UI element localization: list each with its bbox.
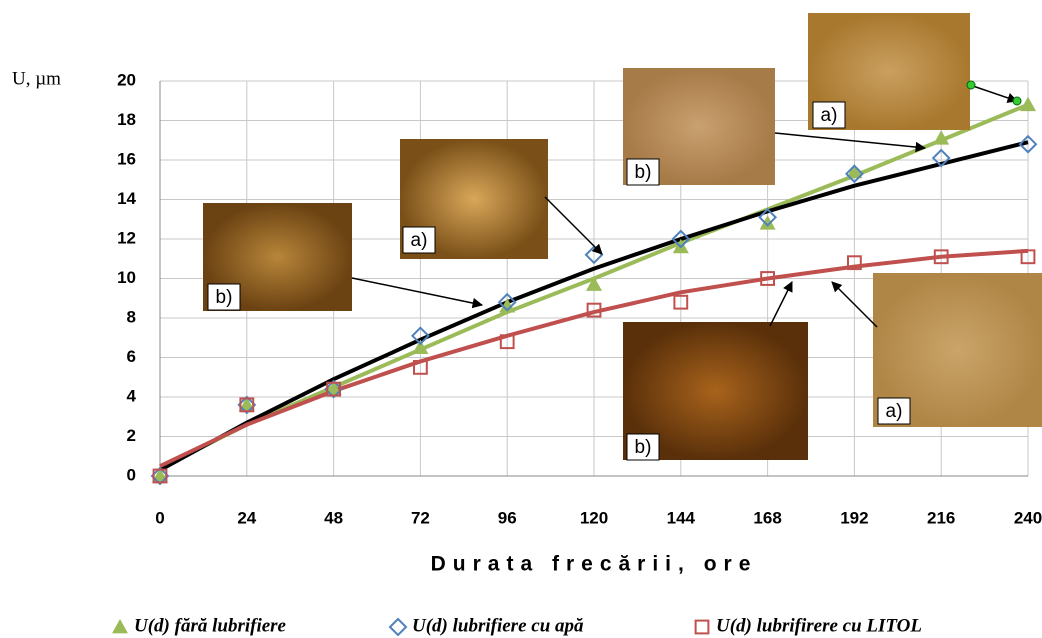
x-tick-label: 48 — [324, 508, 343, 527]
legend-label: U(d) lubrifiere cu apă — [412, 615, 584, 636]
x-tick-label: 168 — [753, 508, 781, 527]
chart: b)a)b)a)b)a) U, µm Durata frecării, ore … — [0, 0, 1042, 638]
y-tick-label: 10 — [117, 268, 136, 287]
y-tick-label: 14 — [117, 189, 136, 208]
legend-label: U(d) lubrifirere cu LITOL — [716, 615, 922, 636]
y-tick-label: 4 — [127, 386, 137, 405]
marker-diamond — [390, 619, 406, 635]
y-axis-label: U, µm — [12, 68, 61, 89]
x-tick-label: 0 — [155, 508, 164, 527]
y-tick-label: 12 — [117, 228, 136, 247]
annotation: b) — [216, 287, 233, 308]
y-tick-label: 0 — [127, 465, 136, 484]
x-axis-label: Durata frecării, ore — [431, 553, 758, 576]
arrow — [775, 133, 925, 148]
annotation: a) — [821, 105, 838, 126]
annotation: b) — [635, 437, 652, 458]
legend: U(d) fără lubrifiere U(d) lubrifiere cu a… — [112, 615, 922, 636]
arrow — [352, 278, 482, 305]
marker-triangle — [1020, 97, 1036, 111]
annotation: b) — [635, 162, 652, 183]
arrow — [970, 85, 1017, 101]
y-tick-label: 18 — [117, 110, 136, 129]
arrow — [770, 282, 792, 326]
x-tick-label: 144 — [667, 508, 696, 527]
x-tick-label: 24 — [237, 508, 256, 527]
y-tick-label: 16 — [117, 149, 136, 168]
x-tick-label: 240 — [1014, 508, 1042, 527]
y-tick-label: 8 — [127, 307, 136, 326]
y-tick-label: 20 — [117, 70, 136, 89]
x-tick-label: 96 — [498, 508, 517, 527]
marker-triangle — [112, 619, 128, 633]
annotation: a) — [886, 401, 903, 422]
marker-square — [696, 621, 709, 634]
x-tick-label: 192 — [840, 508, 868, 527]
handle — [967, 81, 975, 89]
handle — [1013, 97, 1021, 105]
arrow — [545, 197, 602, 254]
x-tick-label: 216 — [927, 508, 955, 527]
x-tick-label: 72 — [411, 508, 430, 527]
x-tick-label: 120 — [580, 508, 608, 527]
legend-label: U(d) fără lubrifiere — [134, 615, 287, 636]
marker-triangle — [760, 215, 776, 229]
y-tick-label: 2 — [127, 426, 136, 445]
annotation: a) — [411, 230, 428, 251]
y-tick-label: 6 — [127, 347, 136, 366]
